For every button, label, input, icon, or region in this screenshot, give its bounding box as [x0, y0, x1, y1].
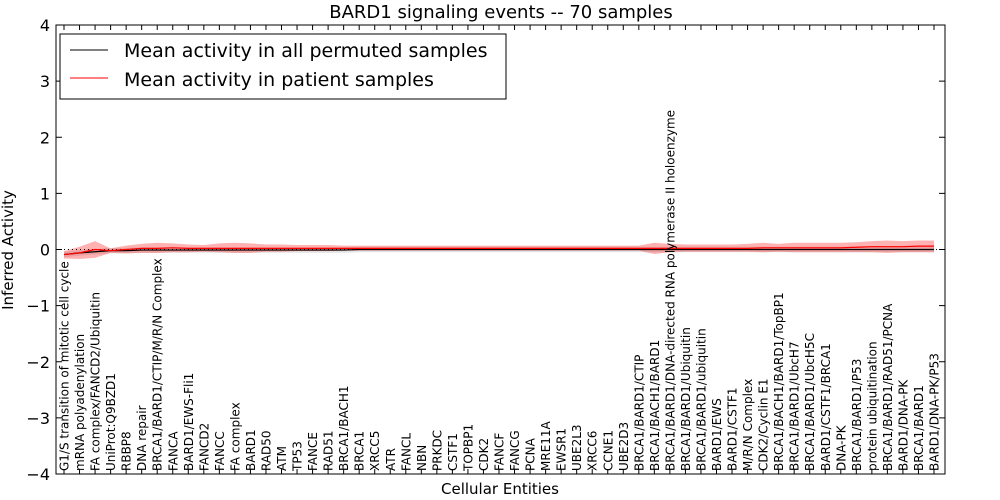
y-axis: −4 −3 −2 −1 0 1 2 3 4	[26, 16, 945, 484]
y-tick-label: 1	[40, 184, 50, 203]
x-category-label: DNA repair	[135, 405, 149, 471]
y-tick-label: 4	[40, 16, 50, 35]
x-axis: G1/S transition of mitotic cell cycle mRN…	[58, 25, 942, 474]
series-line-permuted	[63, 248, 934, 256]
x-category-label: BRCA1/BARD1/RAD51/PCNA	[881, 303, 895, 471]
x-category-label: MRE11A	[539, 420, 553, 471]
x-category-label: TP53	[291, 441, 305, 472]
x-category-label: BARD1/EWS	[710, 398, 724, 471]
x-category-label: BARD1/CSTF1/BRCA1	[819, 343, 833, 471]
y-tick-label: −3	[26, 409, 50, 428]
x-category-label: RAD50	[259, 430, 273, 471]
x-category-label: BRCA1/BARD1/UbcH7	[788, 341, 802, 471]
x-category-label: G1/S transition of mitotic cell cycle	[58, 261, 72, 471]
x-category-label: FANCD2	[197, 423, 211, 471]
x-category-label: BRCA1/BACH1	[337, 385, 351, 471]
x-category-label: BRCA1/BARD1/UbcH5C	[803, 333, 817, 471]
chart-title: BARD1 signaling events -- 70 samples	[329, 2, 673, 23]
y-tick-label: 3	[40, 72, 50, 91]
series-line-patient	[63, 245, 934, 256]
legend: Mean activity in all permuted samples Me…	[59, 33, 507, 100]
x-category-label: EWSR1	[555, 428, 569, 471]
x-category-label: UBE2L3	[570, 424, 584, 471]
x-category-label: TOPBP1	[461, 424, 475, 472]
x-category-label: UniProt:Q9BZD1	[104, 373, 118, 471]
y-tick-label: −2	[26, 353, 50, 372]
legend-label-patient: Mean activity in patient samples	[124, 69, 434, 91]
x-category-label: BARD1	[244, 429, 258, 471]
x-category-label: ATM	[275, 446, 289, 471]
x-category-label: BRCA1/BARD1/Ubiquitin	[679, 327, 693, 471]
x-category-label: CSTF1	[446, 433, 460, 471]
x-category-label: BRCA1/BARD1/CTIP/M/R/N Complex	[151, 258, 165, 471]
x-category-label: BRCA1/BARD1/DNA-directed RNA polymerase …	[663, 110, 677, 471]
x-category-label: BARD1/DNA-PK	[896, 379, 910, 471]
x-category-label: BRCA1/BARD1/P53	[850, 359, 864, 471]
x-category-label: BARD1/CSTF1	[726, 387, 740, 471]
x-category-label: BARD1/DNA-PK/P53	[928, 353, 942, 471]
x-category-label: CCNE1	[601, 430, 615, 471]
x-category-label: BRCA1/BARD1	[912, 385, 926, 471]
x-category-label: PRKDC	[430, 430, 444, 471]
series-lines	[56, 245, 945, 256]
x-category-label: FA complex/FANCD2/Ubiquitin	[89, 292, 103, 471]
x-category-label: XRCC5	[368, 431, 382, 471]
y-tick-label: 2	[40, 128, 50, 147]
x-category-label: BRCA1	[353, 431, 367, 471]
x-category-label: FANCA	[166, 431, 180, 471]
x-category-label: protein ubiquitination	[865, 341, 879, 471]
x-axis-label: Cellular Entities	[441, 480, 559, 498]
y-tick-label: −1	[26, 297, 50, 316]
x-category-label: CDK2	[477, 438, 491, 471]
y-axis-label: Inferred Activity	[0, 190, 17, 310]
x-category-label: BARD1/EWS-Fli1	[182, 373, 196, 471]
x-category-label: NBN	[415, 445, 429, 471]
y-tick-label: −4	[26, 465, 50, 484]
x-category-label: mRNA polyadenylation	[73, 334, 87, 471]
legend-box	[59, 33, 507, 100]
x-category-label: BRCA1/BARD1/ubiquitin	[694, 328, 708, 471]
x-category-label: FANCF	[493, 433, 507, 471]
y-tick-label: 0	[40, 241, 50, 260]
x-category-label: BRCA1/BACH1/BARD1	[648, 340, 662, 471]
x-category-label: UBE2D3	[617, 422, 631, 471]
x-category-label: CDK2/Cyclin E1	[757, 378, 771, 471]
x-category-label: ATR	[384, 448, 398, 471]
x-category-label: BRCA1/BARD1/CTIP	[632, 355, 646, 471]
x-category-label: RBBP8	[120, 431, 134, 471]
x-category-label: PCNA	[524, 437, 538, 471]
x-category-label: DNA-PK	[834, 424, 848, 471]
x-category-label: XRCC6	[586, 431, 600, 471]
x-category-label: FANCE	[306, 432, 320, 471]
x-category-label: FANCG	[508, 430, 522, 471]
x-category-label: M/R/N Complex	[741, 379, 755, 471]
x-category-label: RAD51	[322, 430, 336, 471]
x-category-label: BRCA1/BACH1/BARD1/TopBP1	[772, 292, 786, 471]
legend-label-permuted: Mean activity in all permuted samples	[124, 40, 487, 62]
x-category-label: FANCC	[213, 431, 227, 471]
x-category-label: FANCL	[399, 433, 413, 471]
x-category-label: FA complex	[228, 402, 242, 471]
